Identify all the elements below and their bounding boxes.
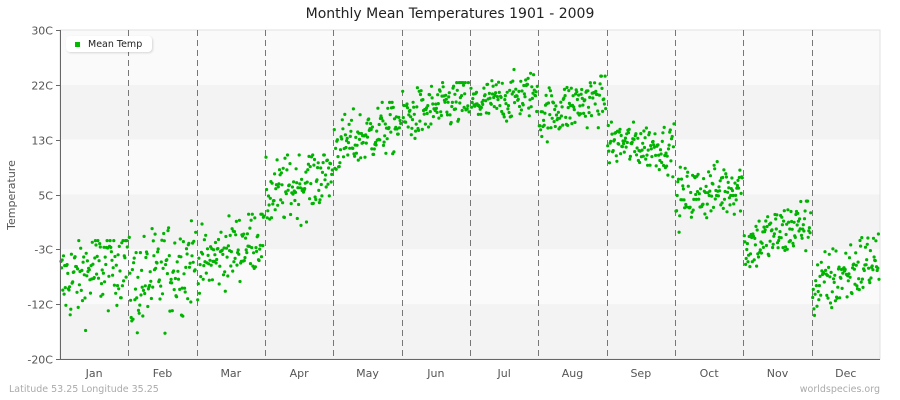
y-tick-label: 13C <box>31 135 53 148</box>
x-tick-label: Sep <box>630 367 651 380</box>
month-dividers <box>128 30 813 359</box>
x-tick-label: Nov <box>767 367 789 380</box>
x-tick-label: Apr <box>290 367 310 380</box>
y-tick-label: -12C <box>27 299 53 312</box>
x-tick-label: Dec <box>835 367 856 380</box>
chart-title: Monthly Mean Temperatures 1901 - 2009 <box>305 6 595 22</box>
x-tick-label: Feb <box>153 367 172 380</box>
y-axis-ticks: 30C 22C 13C 5C -3C -12C -20C <box>27 25 60 367</box>
x-tick-label: Aug <box>562 367 583 380</box>
legend-label: Mean Temp <box>88 38 143 50</box>
data-points <box>59 67 881 335</box>
y-tick-label: -3C <box>34 244 53 257</box>
x-tick-label: Jun <box>426 367 444 380</box>
x-tick-label: Oct <box>700 367 720 380</box>
y-axis-label: Temperature <box>5 160 18 231</box>
legend: Mean Temp <box>66 36 153 52</box>
y-tick-label: 30C <box>31 25 53 38</box>
y-tick-label: 5C <box>38 190 53 203</box>
legend-swatch-icon <box>75 41 80 47</box>
x-tick-label: Jan <box>85 367 103 380</box>
x-tick-label: May <box>356 367 379 380</box>
y-tick-label: -20C <box>27 354 53 367</box>
y-tick-label: 22C <box>31 80 53 93</box>
location-caption: Latitude 53.25 Longitude 35.25 <box>9 384 159 395</box>
x-tick-label: Mar <box>220 367 241 380</box>
source-caption: worldspecies.org <box>799 384 880 395</box>
axes <box>60 30 880 360</box>
x-axis-ticks: Jan Feb Mar Apr May Jun Jul Aug Sep Oct Nov Dec <box>85 367 857 380</box>
x-tick-label: Jul <box>497 367 511 380</box>
